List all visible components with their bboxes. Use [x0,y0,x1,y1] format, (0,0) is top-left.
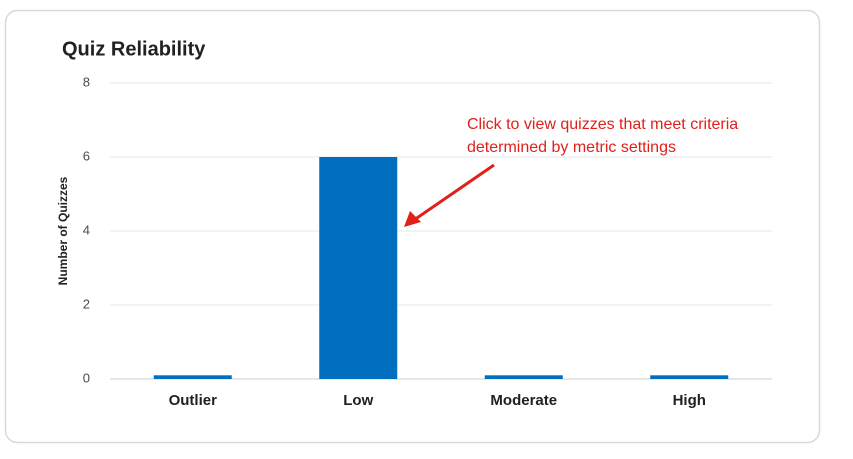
y-tick-label: 6 [83,148,90,163]
bars [153,157,729,379]
annotation-arrowhead [404,211,421,227]
bar[interactable] [319,157,398,379]
chart-title: Quiz Reliability [62,38,206,60]
annotation-text: determined by metric settings [467,139,676,156]
y-tick-label: 8 [83,74,90,89]
x-tick-label: High [673,392,706,409]
labels: 0 2 4 6 8 Outlier Low Moderate High [83,74,706,409]
card-border [4,9,821,444]
x-tick-label: Outlier [169,392,218,409]
x-tick-label: Low [343,392,373,409]
y-axis-title: Number of Quizzes [56,176,70,285]
annotation-arrow [413,163,495,222]
y-tick-label: 2 [83,296,90,311]
annotation-text: Click to view quizzes that meet criteria [467,116,738,133]
bar[interactable] [484,375,563,379]
y-tick-label: 4 [83,222,90,237]
x-tick-label: Moderate [490,392,557,409]
bar[interactable] [650,375,729,379]
y-tick-label: 0 [83,370,90,385]
bar[interactable] [153,375,232,379]
annotation: Click to view quizzes that meet criteria… [404,116,738,227]
